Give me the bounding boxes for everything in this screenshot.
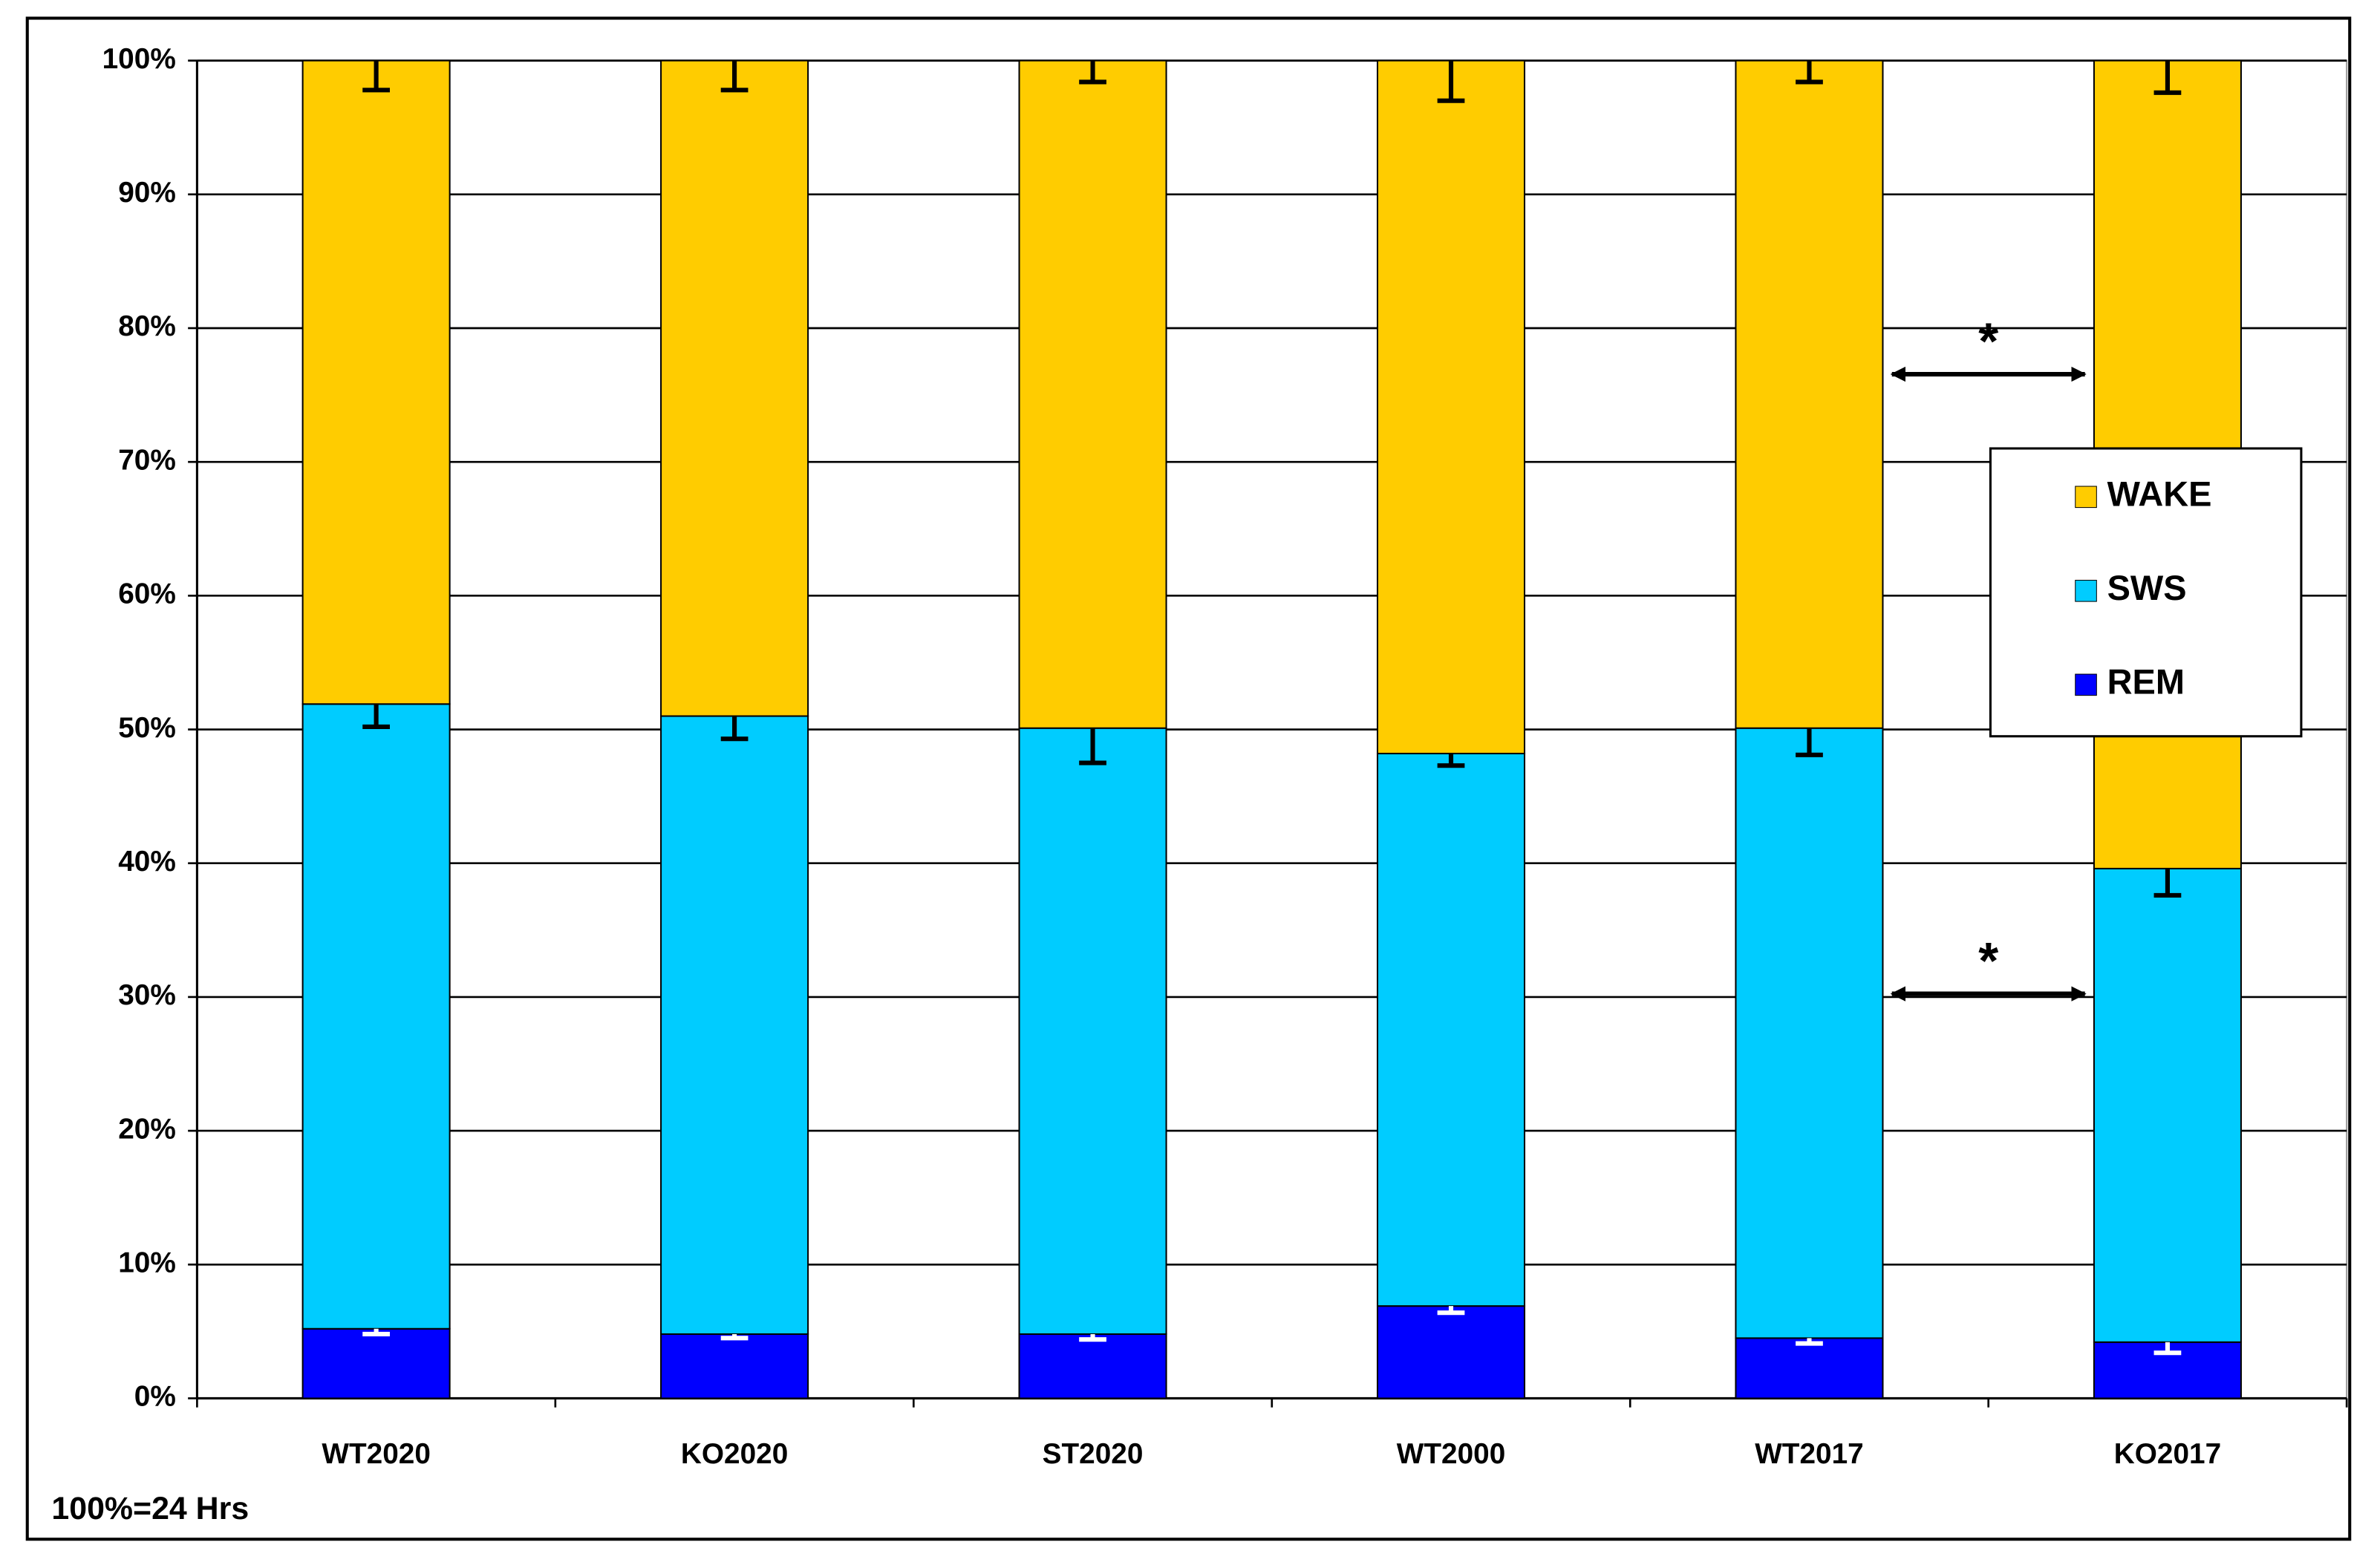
error-bar (1079, 60, 1106, 85)
bar-segment (1735, 1337, 1884, 1399)
y-tick-label: 70% (118, 444, 176, 476)
y-tick-label: 50% (118, 712, 176, 744)
legend-swatch (2075, 486, 2097, 509)
bar-segment (2093, 867, 2242, 1343)
legend-swatch (2075, 673, 2097, 696)
error-bar (1437, 753, 1465, 768)
annotation: * (1978, 313, 1998, 370)
error-bar (362, 60, 390, 93)
bar-segment (301, 1327, 451, 1399)
error-bar (1796, 60, 1823, 85)
bar-segment (1376, 59, 1526, 754)
bar-segment (1018, 727, 1167, 1335)
bar-segment (1735, 727, 1884, 1339)
bar-segment (660, 1333, 809, 1399)
legend-swatch (2075, 580, 2097, 602)
x-tick-label: WT2017 (1755, 1438, 1864, 1470)
legend-label: REM (2107, 663, 2185, 702)
y-tick-label: 0% (134, 1381, 176, 1413)
note: 100%=24 Hrs (51, 1491, 249, 1526)
error-bar (720, 716, 749, 742)
y-tick-label: 20% (118, 1113, 176, 1145)
bar-segment (301, 703, 451, 1330)
y-tick-label: 40% (118, 846, 176, 878)
y-tick-label: 90% (118, 177, 176, 209)
bar-segment (1018, 1333, 1167, 1399)
error-bar (1079, 728, 1106, 765)
error-bar (1796, 1338, 1823, 1346)
error-bar (1437, 60, 1465, 103)
error-bar (1079, 1333, 1106, 1342)
error-bar (1437, 1306, 1465, 1316)
error-bar (720, 1333, 749, 1341)
x-tick-label: KO2017 (2114, 1438, 2221, 1470)
legend-label: WAKE (2107, 475, 2212, 514)
bar-segment (660, 59, 809, 717)
bar-segment (1376, 752, 1526, 1307)
y-tick-label: 100% (102, 43, 176, 75)
bar-segment (1735, 59, 1884, 729)
x-tick-label: KO2020 (681, 1438, 788, 1470)
y-tick-label: 60% (118, 578, 176, 610)
y-tick-label: 10% (118, 1247, 176, 1279)
y-tick-label: 30% (118, 979, 176, 1011)
error-bar (2153, 60, 2182, 95)
error-bar (1796, 728, 1823, 757)
error-bar (362, 1328, 390, 1337)
bar-segment (301, 59, 451, 705)
error-bar (720, 60, 749, 93)
bar-segment (660, 715, 809, 1335)
error-bar (2153, 1342, 2182, 1356)
x-tick-label: WT2020 (322, 1438, 431, 1470)
error-bar (2153, 868, 2182, 898)
legend (1989, 447, 2303, 738)
bar-segment (1376, 1305, 1526, 1399)
x-tick-label: WT2000 (1397, 1438, 1506, 1470)
y-tick-label: 80% (118, 310, 176, 342)
legend-label: SWS (2107, 569, 2187, 607)
x-tick-label: ST2020 (1043, 1438, 1144, 1470)
bar-segment (1018, 59, 1167, 729)
annotation: * (1978, 932, 1998, 990)
error-bar (362, 704, 390, 729)
